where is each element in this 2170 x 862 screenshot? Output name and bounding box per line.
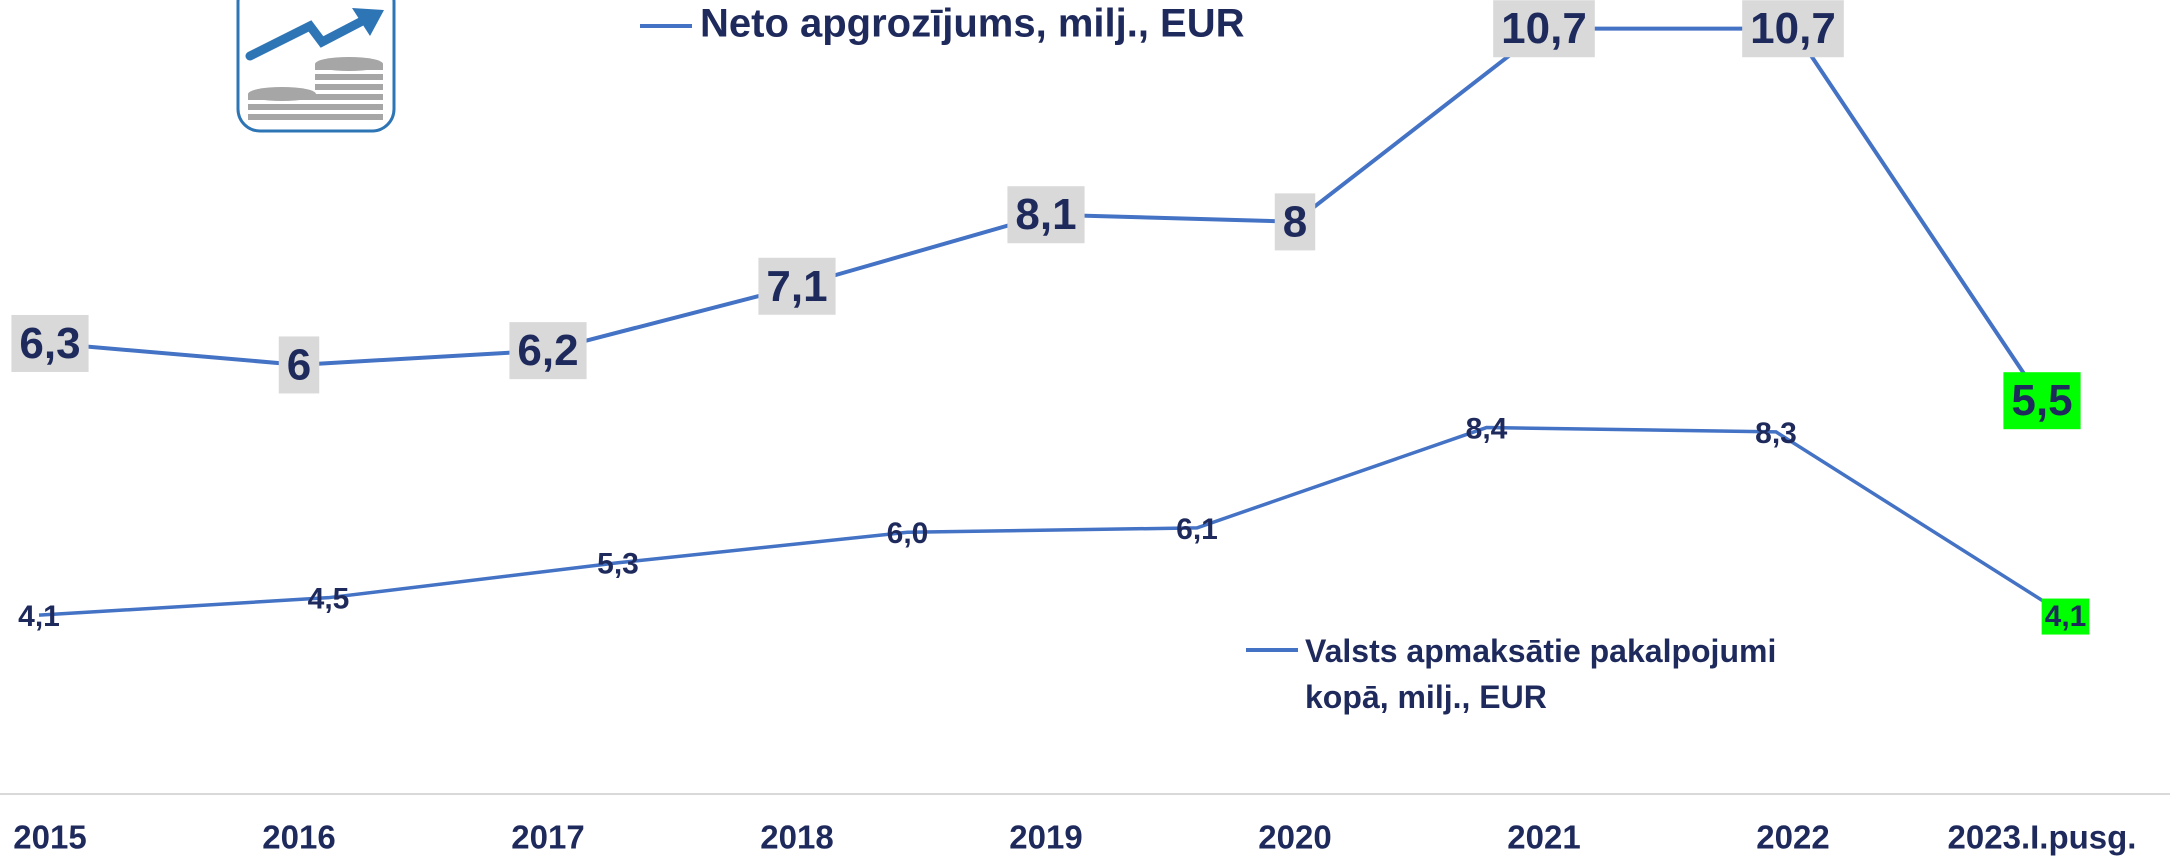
x-tick-label: 2015: [13, 819, 86, 856]
series-line: [38, 425, 2067, 617]
data-label-box: [11, 314, 89, 372]
x-tick-label: 2016: [262, 819, 335, 856]
x-tick-label: 2018: [760, 819, 833, 856]
x-tick-label: 2020: [1258, 819, 1331, 856]
data-label: 6,0: [887, 517, 929, 550]
data-label-box: [1274, 193, 1316, 251]
data-label-box: [1007, 186, 1085, 244]
data-label-box: [1742, 0, 1844, 58]
x-tick-label: 2021: [1507, 819, 1580, 856]
data-label: 6,1: [1176, 513, 1218, 546]
data-label: 8,3: [1755, 417, 1797, 450]
data-label: 10,7: [1750, 4, 1836, 53]
data-label: 5,3: [597, 548, 639, 581]
legend-label: Neto apgrozījums, milj., EUR: [700, 2, 1245, 46]
data-label-box: [2041, 598, 2090, 635]
data-label: 10,7: [1501, 4, 1587, 53]
x-tick-label: 2022: [1756, 819, 1829, 856]
data-label: 4,1: [18, 600, 60, 633]
data-label: 7,1: [766, 262, 827, 311]
data-label: 4,5: [308, 583, 350, 616]
icon: [236, 0, 396, 133]
data-label: 8,4: [1466, 412, 1508, 445]
data-label: 6,2: [517, 326, 578, 375]
data-label: 6,3: [19, 319, 80, 368]
x-tick-label: 2017: [511, 819, 584, 856]
legend-label: Valsts apmaksātie pakalpojumi kopā, milj…: [1305, 633, 1777, 715]
x-tick-label: 2023.I.pusg.: [1948, 819, 2137, 856]
data-label-box: [2003, 372, 2081, 430]
data-label: 8: [1283, 197, 1307, 246]
data-label-box: [278, 336, 320, 394]
data-label-box: [509, 322, 587, 380]
data-label: 5,5: [2011, 376, 2072, 425]
data-label: 8,1: [1015, 190, 1076, 239]
data-label-box: [1493, 0, 1595, 58]
x-tick-label: 2019: [1009, 819, 1082, 856]
data-label-box: [758, 257, 836, 315]
data-label: 4,1: [2045, 600, 2087, 633]
data-label: 6: [287, 340, 311, 389]
